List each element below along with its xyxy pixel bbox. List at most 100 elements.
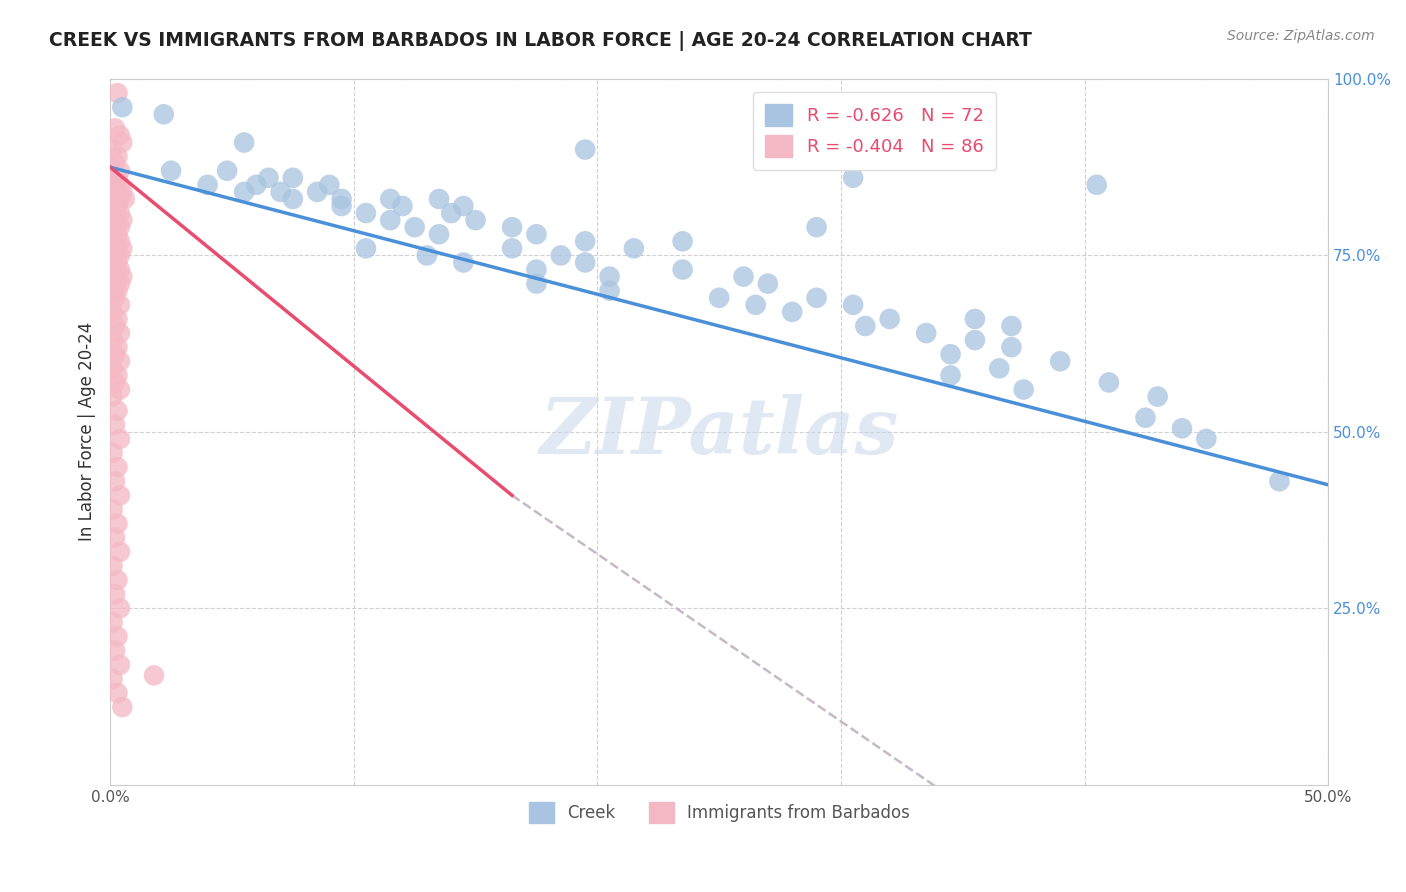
Point (842, 170, 865, 185)
Point (257, 170, 280, 185)
Point (104, 417, 127, 432)
Point (671, 235, 693, 249)
Point (101, 185, 124, 199)
Point (101, 615, 124, 630)
Point (380, 213, 402, 227)
Point (330, 192, 353, 206)
Point (114, 192, 136, 206)
Point (354, 206, 377, 220)
Point (107, 630, 129, 644)
Point (380, 192, 402, 206)
Point (104, 248, 127, 262)
Point (111, 269, 134, 284)
Point (197, 178, 219, 192)
Point (108, 235, 131, 249)
Point (1000, 340, 1022, 354)
Point (108, 262, 131, 277)
Point (245, 178, 267, 192)
Point (104, 587, 127, 601)
Point (233, 136, 256, 150)
Point (1146, 390, 1168, 404)
Point (108, 277, 131, 291)
Point (939, 368, 962, 383)
Point (101, 502, 124, 516)
Point (101, 558, 124, 573)
Point (108, 206, 131, 220)
Point (107, 170, 129, 185)
Point (107, 573, 129, 587)
Point (111, 213, 134, 227)
Point (104, 235, 127, 249)
Point (599, 284, 621, 298)
Point (107, 227, 129, 242)
Point (501, 220, 523, 235)
Point (104, 531, 127, 545)
Point (101, 390, 124, 404)
Point (574, 255, 596, 269)
Point (107, 686, 129, 700)
Point (453, 255, 475, 269)
Point (756, 277, 779, 291)
Point (1085, 178, 1108, 192)
Point (104, 156, 127, 170)
Point (853, 318, 876, 333)
Point (526, 227, 548, 242)
Point (550, 248, 572, 262)
Point (623, 241, 645, 255)
Point (963, 333, 986, 347)
Point (988, 361, 1011, 376)
Point (107, 460, 129, 475)
Point (104, 220, 127, 235)
Point (107, 312, 129, 326)
Point (111, 100, 134, 114)
Point (104, 347, 127, 361)
Point (104, 291, 127, 305)
Point (526, 277, 548, 291)
Point (101, 199, 124, 213)
Point (107, 241, 129, 255)
Point (1195, 432, 1218, 446)
Point (104, 206, 127, 220)
Point (427, 192, 450, 206)
Point (101, 227, 124, 242)
Point (281, 192, 304, 206)
Text: ZIPatlas: ZIPatlas (540, 393, 898, 470)
Point (101, 170, 124, 185)
Legend: Creek, Immigrants from Barbados: Creek, Immigrants from Barbados (522, 796, 917, 830)
Point (107, 150, 129, 164)
Point (1135, 410, 1157, 425)
Point (111, 241, 134, 255)
Point (108, 354, 131, 368)
Text: CREEK VS IMMIGRANTS FROM BARBADOS IN LABOR FORCE | AGE 20-24 CORRELATION CHART: CREEK VS IMMIGRANTS FROM BARBADOS IN LAB… (49, 31, 1032, 51)
Point (111, 136, 134, 150)
Point (108, 220, 131, 235)
Point (104, 643, 127, 657)
Point (464, 213, 486, 227)
Point (107, 199, 129, 213)
Point (1049, 354, 1071, 368)
Point (101, 361, 124, 376)
Point (1012, 383, 1035, 397)
Point (107, 86, 129, 100)
Point (111, 185, 134, 199)
Point (104, 262, 127, 277)
Point (270, 185, 292, 199)
Point (101, 305, 124, 319)
Point (107, 340, 129, 354)
Point (143, 668, 166, 682)
Point (107, 213, 129, 227)
Point (217, 163, 239, 178)
Point (108, 657, 131, 672)
Point (599, 269, 621, 284)
Point (108, 128, 131, 143)
Point (107, 255, 129, 269)
Point (152, 107, 174, 121)
Point (108, 178, 131, 192)
Point (733, 269, 755, 284)
Point (108, 326, 131, 340)
Point (107, 284, 129, 298)
Point (707, 291, 730, 305)
Point (318, 178, 340, 192)
Point (107, 403, 129, 417)
Text: Source: ZipAtlas.com: Source: ZipAtlas.com (1227, 29, 1375, 43)
